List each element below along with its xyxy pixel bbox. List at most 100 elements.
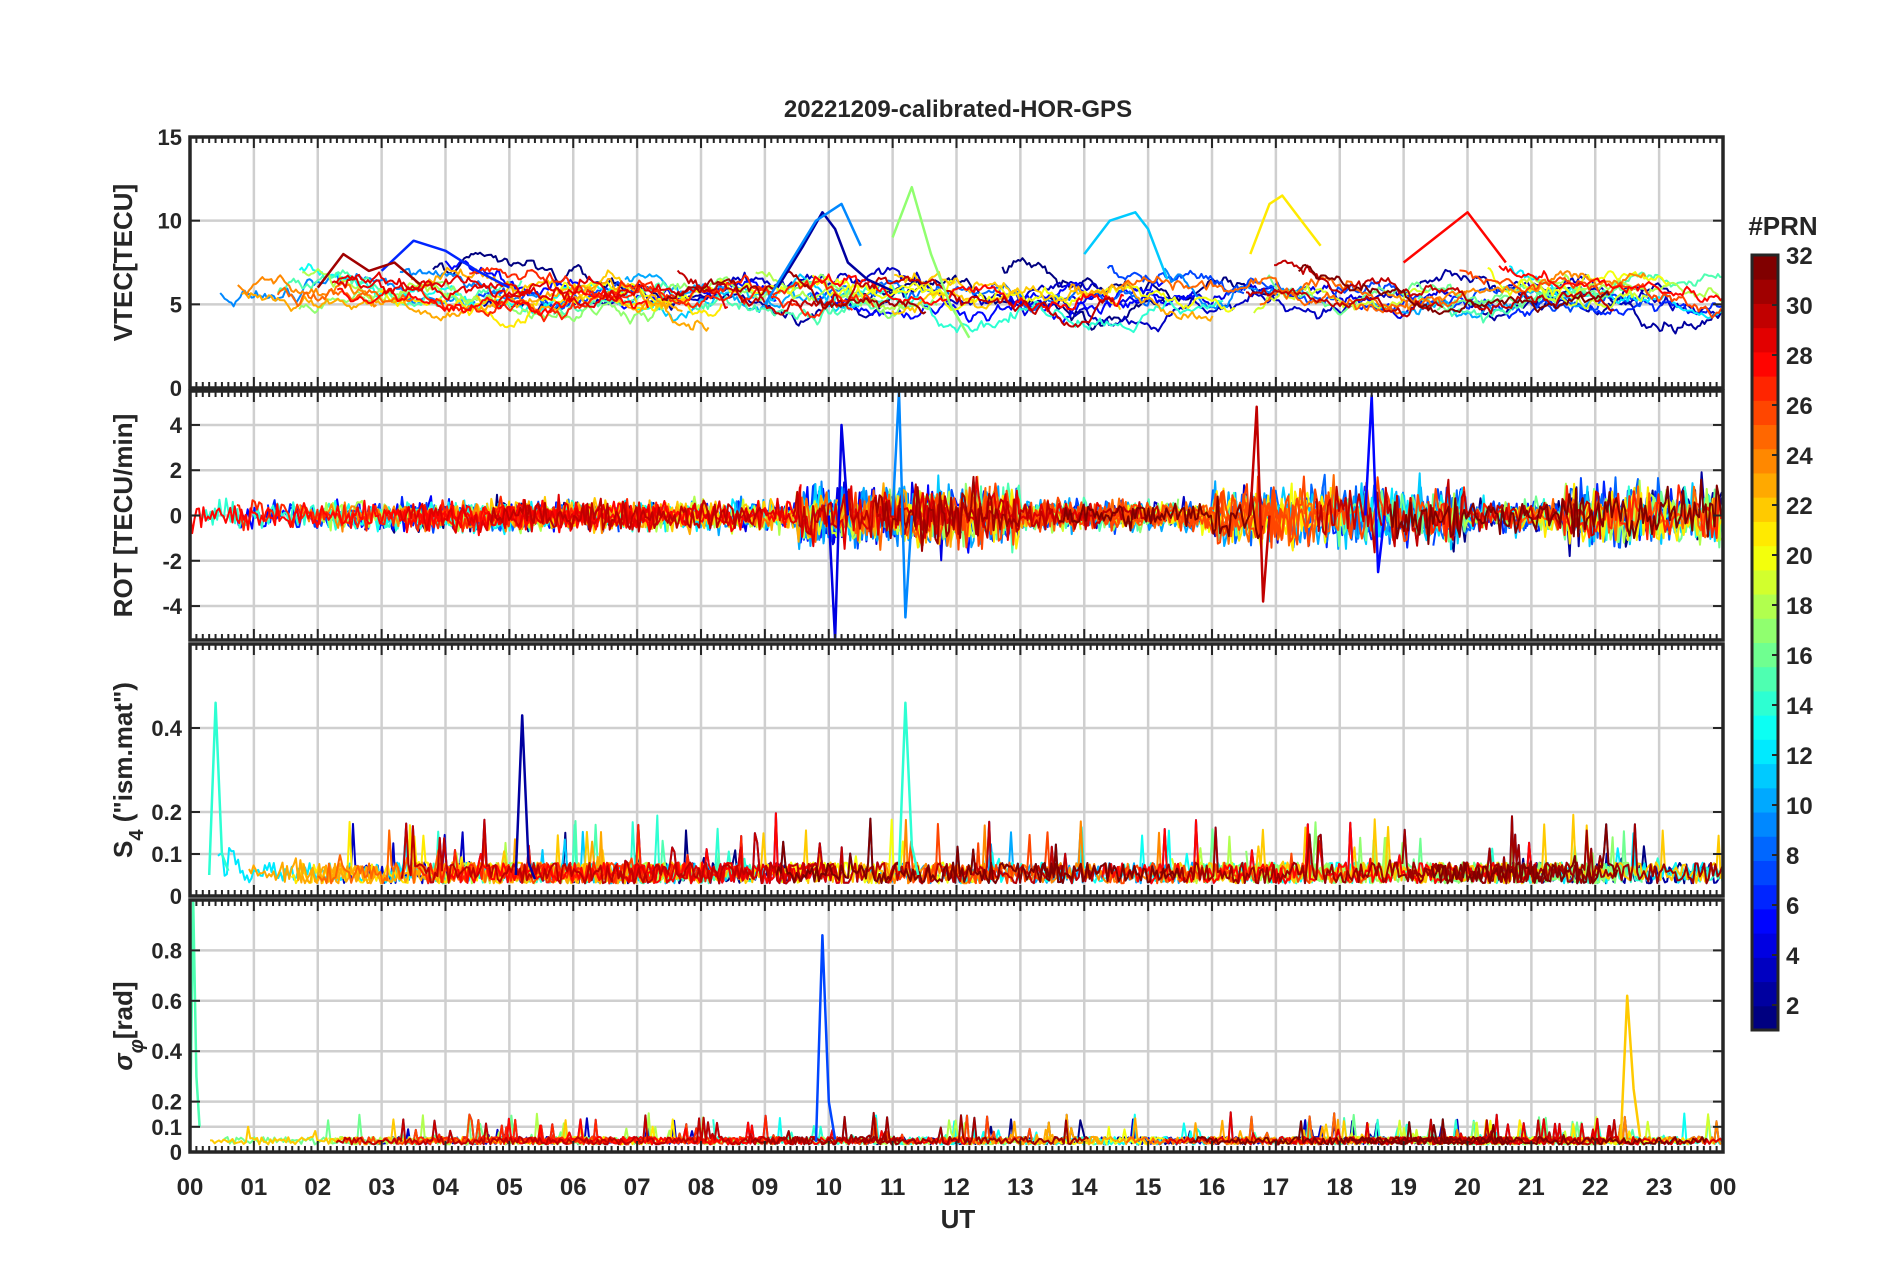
x-tick-label: 16	[1199, 1174, 1226, 1201]
colorbar-segment	[1752, 255, 1778, 280]
series-group	[219, 185, 1723, 339]
colorbar-tick-label: 14	[1786, 693, 1813, 720]
colorbar-segment	[1752, 424, 1778, 450]
colorbar-segment	[1752, 908, 1778, 934]
colorbar-label: #PRN	[1748, 211, 1817, 241]
colorbar-tick-label: 28	[1786, 343, 1813, 370]
series-line-prn-24	[1383, 270, 1647, 311]
series-line-prn-31	[316, 252, 421, 289]
x-tick-label: 01	[241, 1174, 268, 1201]
series-line-prn-18	[1529, 273, 1723, 303]
colorbar-segment	[1752, 812, 1778, 837]
series-line-prn-31	[874, 475, 1022, 552]
y-tick-label: 0.6	[151, 989, 182, 1014]
series-group	[190, 900, 1723, 1146]
colorbar-segment	[1752, 545, 1778, 571]
series-line-prn-9	[891, 391, 914, 619]
x-tick-labels: 00 01 02 03 04 05 06 07 08 09 10 11 12 13 14 15 16 17 18 19…	[177, 1174, 1737, 1201]
x-tick-label: 15	[1135, 1174, 1162, 1201]
series-line-prn-32	[1430, 823, 1619, 885]
x-tick-label: 20	[1454, 1174, 1481, 1201]
series-line-prn-30	[1315, 478, 1602, 554]
series-line-prn-22	[1619, 994, 1642, 1140]
x-tick-label: 21	[1518, 1174, 1545, 1201]
colorbar-segment	[1752, 594, 1778, 619]
y-tick-label: 5	[170, 292, 182, 317]
y-tick-label: 0.4	[151, 716, 182, 741]
colorbar-segment	[1752, 933, 1778, 958]
colorbar-segment	[1752, 472, 1778, 498]
series-line-prn-22	[894, 270, 1025, 303]
y-tick-label: -2	[162, 549, 182, 574]
colorbar-tick-label: 6	[1786, 893, 1799, 920]
x-tick-label: 13	[1007, 1174, 1034, 1201]
series-line-prn-7	[1106, 265, 1245, 296]
x-tick-label: 07	[624, 1174, 651, 1201]
series-line-prn-21	[1249, 194, 1322, 255]
series-line-prn-32	[1039, 862, 1181, 884]
colorbar-segment	[1752, 957, 1778, 983]
colorbar-segment	[1752, 787, 1778, 813]
y-tick-label: 0.1	[151, 842, 182, 867]
series-line-prn-11	[1083, 211, 1169, 280]
series-line-prn-14	[207, 701, 230, 876]
series-line-prn-29	[398, 493, 676, 534]
series-line-prn-23	[1068, 281, 1214, 322]
series-line-prn-2	[514, 714, 537, 880]
series-line-prn-32	[1350, 1118, 1708, 1146]
series-line-prn-9	[763, 202, 862, 305]
colorbar-segment	[1752, 981, 1778, 1007]
colorbar-tick-label: 24	[1786, 443, 1813, 470]
y-tick-label: 0	[170, 1140, 182, 1165]
x-tick-label: 10	[815, 1174, 842, 1201]
colorbar-segment	[1752, 690, 1778, 716]
colorbar-segment	[1752, 836, 1778, 861]
colorbar-segment	[1752, 279, 1778, 304]
series-group	[207, 701, 1723, 885]
series-line-prn-26	[1459, 269, 1722, 319]
y-tick-label: 0.2	[151, 800, 182, 825]
series-line-prn-30	[490, 497, 763, 533]
y-tick-label: 0.2	[151, 1090, 182, 1115]
colorbar-segment	[1752, 448, 1778, 474]
panel-4: 00.10.2 0.4 0.6 0.8σφ[rad]	[108, 898, 1725, 1165]
x-tick-label: 12	[943, 1174, 970, 1201]
series-line-prn-27	[469, 266, 875, 309]
series-line-prn-28	[1498, 265, 1723, 303]
series-line-prn-14	[897, 701, 920, 876]
colorbar-tick-label: 30	[1786, 293, 1813, 320]
series-line-prn-32	[1389, 478, 1723, 546]
y-tick-label: 4	[170, 413, 183, 438]
colorbar-segment	[1752, 569, 1778, 595]
series-line-prn-32	[1189, 1120, 1512, 1146]
y-tick-label: 0.1	[151, 1115, 182, 1140]
series-line-prn-27	[414, 274, 854, 323]
x-tick-label: 04	[432, 1174, 459, 1201]
colorbar-segment	[1752, 327, 1778, 353]
series-line-prn-27	[236, 495, 556, 533]
series-line-prn-30	[1245, 287, 1444, 318]
colorbar-tick-label: 20	[1786, 543, 1813, 570]
colorbar-segment	[1752, 1005, 1778, 1031]
x-tick-label: 11	[880, 1174, 905, 1201]
series-line-prn-17	[891, 185, 971, 339]
y-tick-label: 2	[170, 458, 182, 483]
x-tick-label: 02	[304, 1174, 331, 1201]
x-axis-label: UT	[941, 1204, 976, 1234]
y-axis-label: ROT [TECU/min]	[108, 414, 138, 618]
colorbar-tick-label: 32	[1786, 243, 1813, 270]
colorbar-tick-label: 8	[1786, 843, 1799, 870]
panel-1: 0 5 10 15 VTEC[TECU]	[108, 125, 1725, 401]
x-tick-label: 18	[1326, 1174, 1353, 1201]
x-tick-label: 03	[368, 1174, 395, 1201]
colorbar-tick-label: 2	[1786, 993, 1799, 1020]
series-line-prn-28	[1402, 211, 1507, 264]
series-line-prn-30	[400, 818, 837, 885]
x-tick-label: 17	[1263, 1174, 1290, 1201]
chart-title: 20221209-calibrated-HOR-GPS	[784, 96, 1132, 123]
series-line-prn-23	[241, 289, 683, 322]
y-tick-label: 10	[158, 209, 182, 234]
x-tick-label: 00	[1710, 1174, 1737, 1201]
series-line-prn-6	[380, 239, 510, 289]
